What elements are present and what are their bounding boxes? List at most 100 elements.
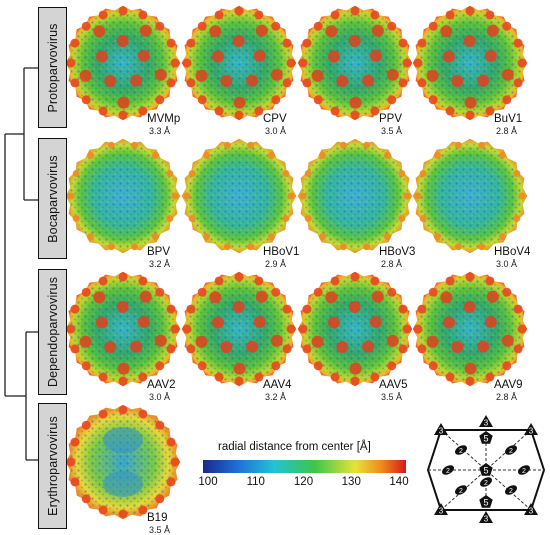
- rim-protrusion: [387, 95, 397, 105]
- rim-protrusion: [282, 169, 290, 177]
- twofold-label: 2: [509, 448, 513, 455]
- rim-protrusion: [502, 361, 512, 371]
- protrusion: [348, 301, 361, 314]
- protrusion: [369, 315, 382, 328]
- rim-protrusion: [319, 233, 327, 241]
- colorbar: [203, 460, 406, 473]
- rim-protrusion: [271, 361, 281, 371]
- rim-protrusion: [398, 344, 408, 354]
- rim-protrusion: [138, 276, 148, 286]
- protrusion: [253, 315, 266, 328]
- capsid-texture: [70, 143, 176, 249]
- rim-protrusion: [417, 78, 427, 88]
- rim-protrusion: [170, 324, 180, 334]
- rim-protrusion: [286, 324, 296, 334]
- rim-protrusion: [513, 215, 521, 223]
- protrusion: [362, 74, 375, 87]
- virus-name-aav9: AAV9: [494, 379, 523, 391]
- rim-protrusion: [197, 287, 207, 297]
- rim-protrusion: [107, 141, 115, 149]
- rim-protrusion: [70, 38, 80, 48]
- virus-resolution-hbov4: 3.0 Å: [496, 259, 518, 269]
- protrusion: [348, 35, 361, 48]
- rim-protrusion: [166, 437, 176, 447]
- virus-name-ppv: PPV: [379, 113, 403, 125]
- rim-protrusion: [188, 215, 196, 223]
- rim-protrusion: [70, 477, 80, 487]
- rim-protrusion: [155, 95, 165, 105]
- protrusion: [232, 301, 245, 314]
- rim-protrusion: [302, 38, 312, 48]
- threefold-label: 3: [484, 515, 489, 524]
- rim-protrusion: [203, 151, 211, 159]
- rim-protrusion: [302, 304, 312, 314]
- rim-protrusion: [330, 276, 340, 286]
- protrusion: [270, 334, 283, 347]
- rim-protrusion: [70, 344, 80, 354]
- protrusion: [211, 50, 224, 63]
- protrusion: [442, 50, 455, 63]
- rim-protrusion: [339, 141, 347, 149]
- rim-protrusion: [302, 344, 312, 354]
- rim-protrusion: [138, 372, 148, 382]
- protrusion: [311, 69, 324, 82]
- rim-protrusion: [428, 287, 438, 297]
- rim-protrusion: [98, 106, 108, 116]
- colorbar-title: radial distance from center [Å]: [218, 441, 371, 453]
- rim-protrusion: [513, 169, 521, 177]
- protrusion: [484, 315, 497, 328]
- rim-protrusion: [350, 376, 360, 386]
- rim-protrusion: [370, 276, 380, 286]
- protrusion: [484, 49, 497, 62]
- rim-protrusion: [387, 287, 397, 297]
- protrusion: [371, 290, 384, 303]
- rim-protrusion: [502, 21, 512, 31]
- virus-name-aav2: AAV2: [147, 379, 176, 391]
- rim-protrusion: [197, 95, 207, 105]
- virus-resolution-b19: 3.5 Å: [149, 525, 171, 535]
- fivefold-marker: [479, 495, 493, 508]
- virus-name-mvmp: MVMp: [147, 113, 181, 125]
- rim-protrusion: [271, 95, 281, 105]
- rim-protrusion: [478, 141, 486, 149]
- rim-protrusion: [72, 169, 80, 177]
- rim-protrusion: [166, 78, 176, 88]
- rim-protrusion: [485, 106, 495, 116]
- rim-protrusion: [398, 78, 408, 88]
- rim-protrusion: [171, 192, 179, 200]
- rim-protrusion: [87, 233, 95, 241]
- virus-name-cpv: CPV: [263, 113, 287, 125]
- rim-protrusion: [66, 58, 76, 68]
- rim-protrusion: [186, 38, 196, 48]
- protrusion: [195, 69, 208, 82]
- protrusion: [336, 74, 349, 87]
- rim-protrusion: [81, 361, 91, 371]
- rim-protrusion: [398, 304, 408, 314]
- rim-protrusion: [454, 243, 462, 251]
- rim-protrusion: [413, 324, 423, 334]
- rim-protrusion: [131, 243, 139, 251]
- capsid-maps: [65, 5, 528, 520]
- rim-protrusion: [398, 38, 408, 48]
- capsid-mvmp: [65, 5, 181, 121]
- rim-protrusion: [166, 477, 176, 487]
- genus-label-bocaparvovirus: Bocaparvovirus: [38, 138, 67, 259]
- protrusion: [130, 340, 143, 353]
- protrusion: [255, 290, 268, 303]
- protrusion: [79, 335, 92, 348]
- rim-protrusion: [70, 304, 80, 314]
- virus-resolution-aav9: 2.8 Å: [496, 392, 518, 402]
- rim-protrusion: [234, 110, 244, 120]
- protrusion: [501, 68, 514, 81]
- protrusion: [325, 291, 338, 304]
- rim-protrusion: [254, 372, 264, 382]
- protrusion: [130, 74, 143, 87]
- rim-protrusion: [454, 141, 462, 149]
- genus-label-protoparvovirus: Protoparvovirus: [38, 7, 67, 128]
- rim-protrusion: [330, 372, 340, 382]
- rim-protrusion: [370, 10, 380, 20]
- rim-protrusion: [267, 233, 275, 241]
- rim-protrusion: [387, 21, 397, 31]
- rim-protrusion: [350, 110, 360, 120]
- protrusion: [104, 74, 117, 87]
